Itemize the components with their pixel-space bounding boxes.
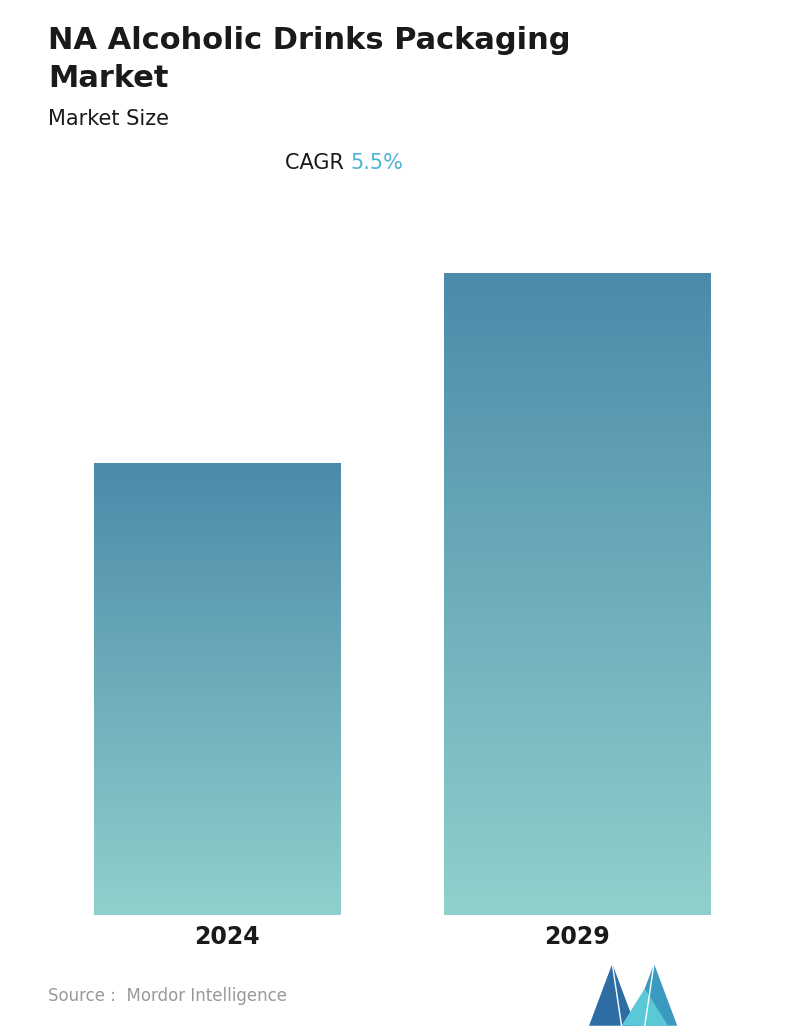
Polygon shape (622, 989, 668, 1026)
Text: CAGR: CAGR (285, 153, 350, 173)
Text: 2024: 2024 (194, 925, 259, 949)
Text: Source :  Mordor Intelligence: Source : Mordor Intelligence (48, 987, 287, 1005)
Text: 2029: 2029 (544, 925, 610, 949)
Polygon shape (630, 964, 677, 1026)
Text: Market Size: Market Size (48, 109, 169, 128)
Text: Market: Market (48, 64, 168, 93)
Polygon shape (589, 964, 635, 1026)
Text: NA Alcoholic Drinks Packaging: NA Alcoholic Drinks Packaging (48, 26, 570, 55)
Text: 5.5%: 5.5% (350, 153, 403, 173)
